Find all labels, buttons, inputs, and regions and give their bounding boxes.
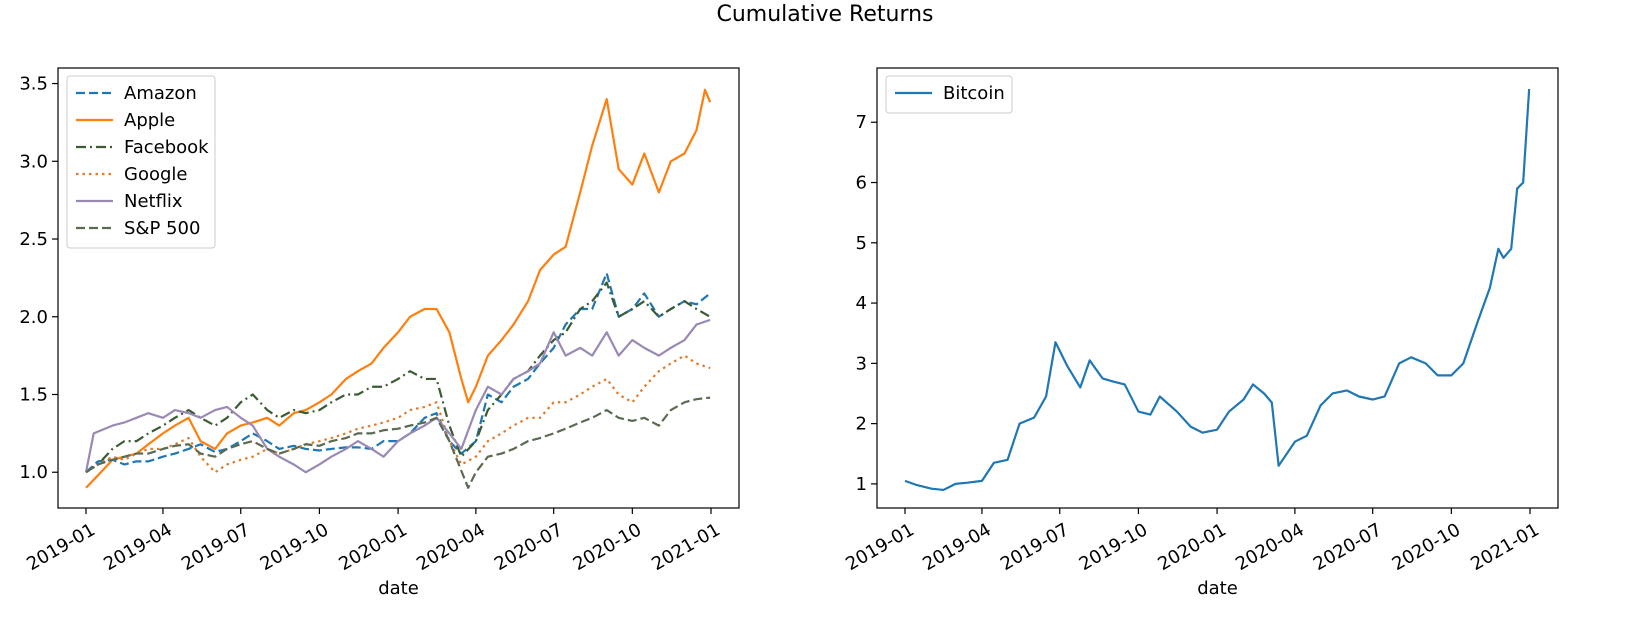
series-lines — [904, 89, 1531, 492]
y-tick-label: 4 — [856, 293, 867, 314]
x-tick-label: 2020-10 — [1389, 519, 1465, 575]
series-line-facebook — [85, 281, 711, 474]
y-tick-label: 3 — [856, 353, 867, 374]
y-tick-label: 2.5 — [19, 229, 48, 250]
figure-title: Cumulative Returns — [716, 2, 933, 27]
legend-label-netflix: Netflix — [124, 191, 183, 212]
x-tick-label: 2019-04 — [100, 519, 176, 575]
legend-label-apple: Apple — [124, 110, 175, 131]
series-line-netflix — [84, 318, 711, 474]
y-tick-label: 1.0 — [19, 462, 48, 483]
y-tick-label: 1 — [856, 474, 867, 495]
x-tick-label: 2020-07 — [491, 519, 567, 575]
x-tick-label: 2021-01 — [1467, 519, 1543, 575]
y-tick-label: 2 — [856, 414, 867, 435]
x-tick-label: 2020-01 — [335, 519, 411, 575]
y-tick-label: 7 — [856, 112, 867, 133]
x-tick-label: 2019-07 — [997, 519, 1073, 575]
legend-label-amazon: Amazon — [124, 83, 197, 104]
y-tick-label: 6 — [856, 173, 867, 194]
legend-label-facebook: Facebook — [124, 137, 209, 158]
y-tick-label: 2.0 — [19, 307, 48, 328]
legend-label-s-p-500: S&P 500 — [124, 218, 200, 239]
series-line-bitcoin — [904, 89, 1531, 492]
series-lines — [84, 88, 712, 489]
y-tick-label: 1.5 — [19, 385, 48, 406]
x-tick-label: 2020-01 — [1154, 519, 1230, 575]
legend-box — [885, 75, 1013, 114]
x-tick-label: 2019-01 — [842, 519, 918, 575]
x-tick-label: 2020-07 — [1310, 519, 1386, 575]
x-tick-label: 2019-01 — [23, 519, 99, 575]
x-tick-label: 2020-04 — [1232, 519, 1308, 575]
plot-frame — [876, 67, 1559, 509]
legend-label-google: Google — [124, 164, 187, 185]
x-tick-label: 2019-10 — [1076, 519, 1152, 575]
legend-label-bitcoin: Bitcoin — [943, 83, 1005, 104]
y-tick-label: 3.0 — [19, 151, 48, 172]
y-tick-label: 3.5 — [19, 74, 48, 95]
x-tick-label: 2019-04 — [919, 519, 995, 575]
x-axis-label: date — [378, 578, 419, 599]
x-tick-label: 2020-04 — [413, 519, 489, 575]
series-line-google — [85, 354, 711, 474]
x-tick-label: 2020-10 — [570, 519, 646, 575]
series-line-s-p-500 — [85, 396, 711, 489]
series-line-apple — [85, 88, 712, 489]
y-tick-label: 5 — [856, 233, 867, 254]
series-line-amazon — [85, 272, 711, 474]
x-axis-label: date — [1197, 578, 1238, 599]
x-tick-label: 2021-01 — [648, 519, 724, 575]
x-tick-label: 2019-10 — [257, 519, 333, 575]
x-tick-label: 2019-07 — [178, 519, 254, 575]
